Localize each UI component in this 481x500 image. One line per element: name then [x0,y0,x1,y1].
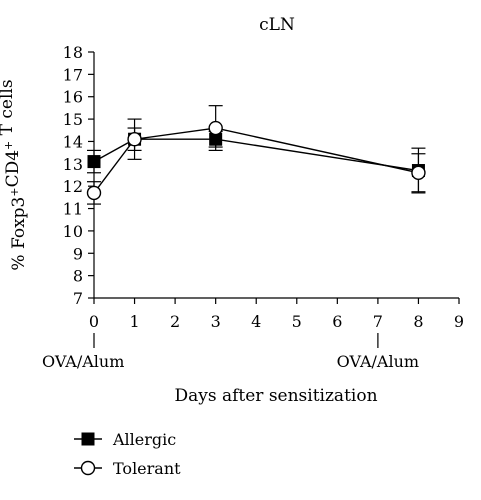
data-point [86,185,102,201]
series-allergic [87,118,426,194]
legend-marker [81,432,95,446]
x-tick-label: 9 [454,312,464,331]
legend-marker [80,460,96,476]
y-tick-label: 13 [63,155,83,174]
y-tick-label: 18 [63,43,83,62]
series-line [93,138,419,172]
legend-item-allergic: Allergic [74,430,176,449]
series-tolerant [86,105,426,205]
y-tick-label: 15 [63,110,83,129]
legend-label: Allergic [112,430,176,449]
y-tick-labels: 7 8 9 10 11 12 13 14 15 16 17 18 [63,43,83,308]
x-tick-label: 2 [170,312,180,331]
y-tick-label: 12 [63,177,83,196]
data-point [208,120,223,136]
annotation-label: OVA/Alum [337,352,419,371]
x-axis-label: Days after sensitization [174,386,377,406]
axes [88,51,460,304]
y-tick-label: 8 [73,267,83,286]
data-point [127,132,142,147]
y-tick-label: 10 [63,222,83,241]
x-tick-labels: 0 1 2 3 4 5 6 7 8 9 [89,312,464,331]
sensitization-annotations: OVA/Alum OVA/Alum [42,333,419,371]
x-tick-label: 5 [292,312,302,331]
legend-item-tolerant: Tolerant [74,459,181,478]
y-tick-label: 11 [63,200,83,219]
y-tick-label: 17 [63,65,83,84]
x-tick-label: 0 [89,312,99,331]
y-tick-label: 7 [73,289,83,308]
x-tick-label: 3 [211,312,221,331]
data-point [87,155,101,169]
series-layer [86,105,426,205]
legend-label: Tolerant [113,459,181,478]
annotation-label: OVA/Alum [42,352,124,371]
data-point [411,165,426,180]
y-tick-label: 9 [73,244,83,263]
x-tick-label: 4 [251,312,261,331]
x-tick-label: 7 [373,312,383,331]
x-tick-label: 1 [129,312,139,331]
legend: Allergic Tolerant [74,430,181,478]
y-axis-label: % Foxp3+CD4+ T cells [0,79,29,270]
y-tick-label: 16 [63,88,83,107]
series-line [93,127,419,194]
x-tick-label: 6 [332,312,342,331]
x-tick-label: 8 [413,312,423,331]
chart-title: cLN [259,15,295,35]
y-tick-label: 14 [63,132,83,151]
